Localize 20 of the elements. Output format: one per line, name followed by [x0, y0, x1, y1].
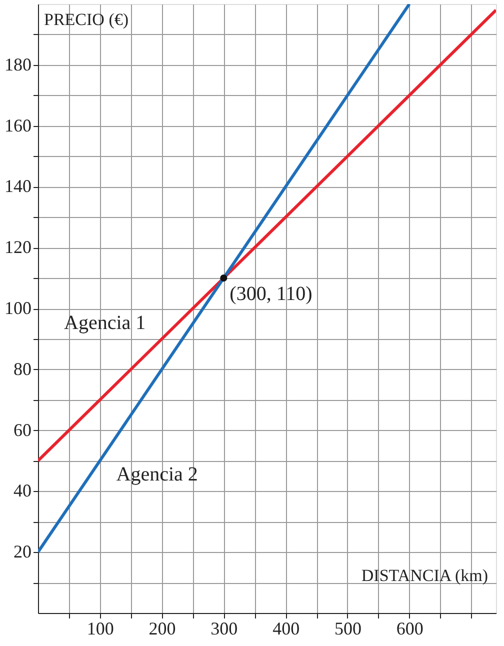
- y-tick-label: 40: [14, 480, 32, 501]
- x-tick-label: 200: [148, 618, 176, 638]
- x-tick-label: 100: [86, 618, 114, 638]
- y-tick-label: 120: [4, 237, 32, 258]
- x-tick-label: 300: [210, 618, 238, 638]
- x-tick-label: 400: [272, 618, 300, 638]
- x-tick-label: 600: [396, 618, 424, 638]
- y-tick-label: 20: [14, 542, 32, 562]
- y-tick-label: 140: [4, 176, 32, 196]
- y-tick-label: 80: [14, 358, 32, 379]
- y-tick-label: 160: [4, 115, 32, 136]
- y-tick-label: 60: [14, 420, 32, 440]
- y-tick-label: 100: [4, 298, 32, 318]
- x-axis-title: DISTANCIA (km): [361, 566, 488, 585]
- series-label: Agencia 2: [116, 463, 198, 486]
- x-tick-label: 500: [334, 618, 362, 638]
- y-axis-title: PRECIO (€): [44, 10, 129, 29]
- annotation: (300, 110): [230, 283, 312, 306]
- y-tick-label: 180: [4, 54, 32, 74]
- series-label: Agencia 1: [64, 312, 146, 334]
